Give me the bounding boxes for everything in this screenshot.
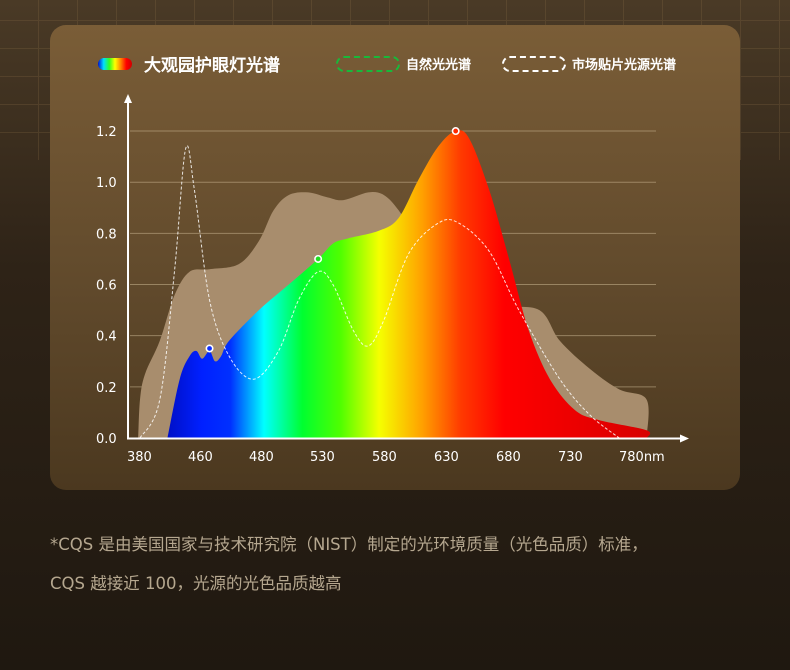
legend-item-market: 市场贴片光源光谱 xyxy=(502,54,676,73)
peak-marker xyxy=(451,127,460,136)
y-tick-label: 0.0 xyxy=(96,432,117,447)
footnote-line-2: CQS 越接近 100，光源的光色品质越高 xyxy=(50,574,342,593)
green-dashed-swatch-icon xyxy=(336,55,400,72)
x-tick-label: 730 xyxy=(558,450,583,465)
legend-label-market: 市场贴片光源光谱 xyxy=(572,58,677,73)
x-tick-label: 380 xyxy=(127,450,152,465)
legend-item-natural: 自然光光谱 xyxy=(336,54,471,73)
peak-marker xyxy=(205,344,214,353)
x-tick-label: 630 xyxy=(434,450,459,465)
x-tick-label: 530 xyxy=(310,450,335,465)
x-tick-label: 680 xyxy=(496,450,521,465)
natural-light-spectrum-line xyxy=(139,145,620,439)
legend-label-main: 大观园护眼灯光谱 xyxy=(144,56,280,76)
footnote-line-1: *CQS 是由美国国家与技术研究院（NIST）制定的光环境质量（光色品质）标准， xyxy=(50,535,648,554)
x-tick-label: 780nm xyxy=(619,450,665,465)
rainbow-swatch-icon xyxy=(98,57,132,70)
x-tick-label: 460 xyxy=(188,450,213,465)
y-axis-arrow-icon xyxy=(124,94,132,103)
peak-marker xyxy=(314,254,323,263)
y-tick-label: 0.6 xyxy=(96,279,117,294)
y-tick-label: 0.8 xyxy=(96,227,117,242)
y-tick-label: 1.0 xyxy=(96,176,117,191)
y-tick-label: 1.2 xyxy=(96,125,117,140)
x-axis-arrow-icon xyxy=(680,434,689,443)
x-tick-label: 480 xyxy=(249,450,274,465)
daguanyuan-spectrum-area xyxy=(167,130,651,438)
x-tick-label: 580 xyxy=(372,450,397,465)
legend-label-natural: 自然光光谱 xyxy=(406,58,472,73)
legend-item-main: 大观园护眼灯光谱 xyxy=(98,51,280,76)
white-dashed-swatch-icon xyxy=(502,55,566,72)
y-tick-label: 0.2 xyxy=(96,381,117,396)
y-tick-label: 0.4 xyxy=(96,330,117,345)
